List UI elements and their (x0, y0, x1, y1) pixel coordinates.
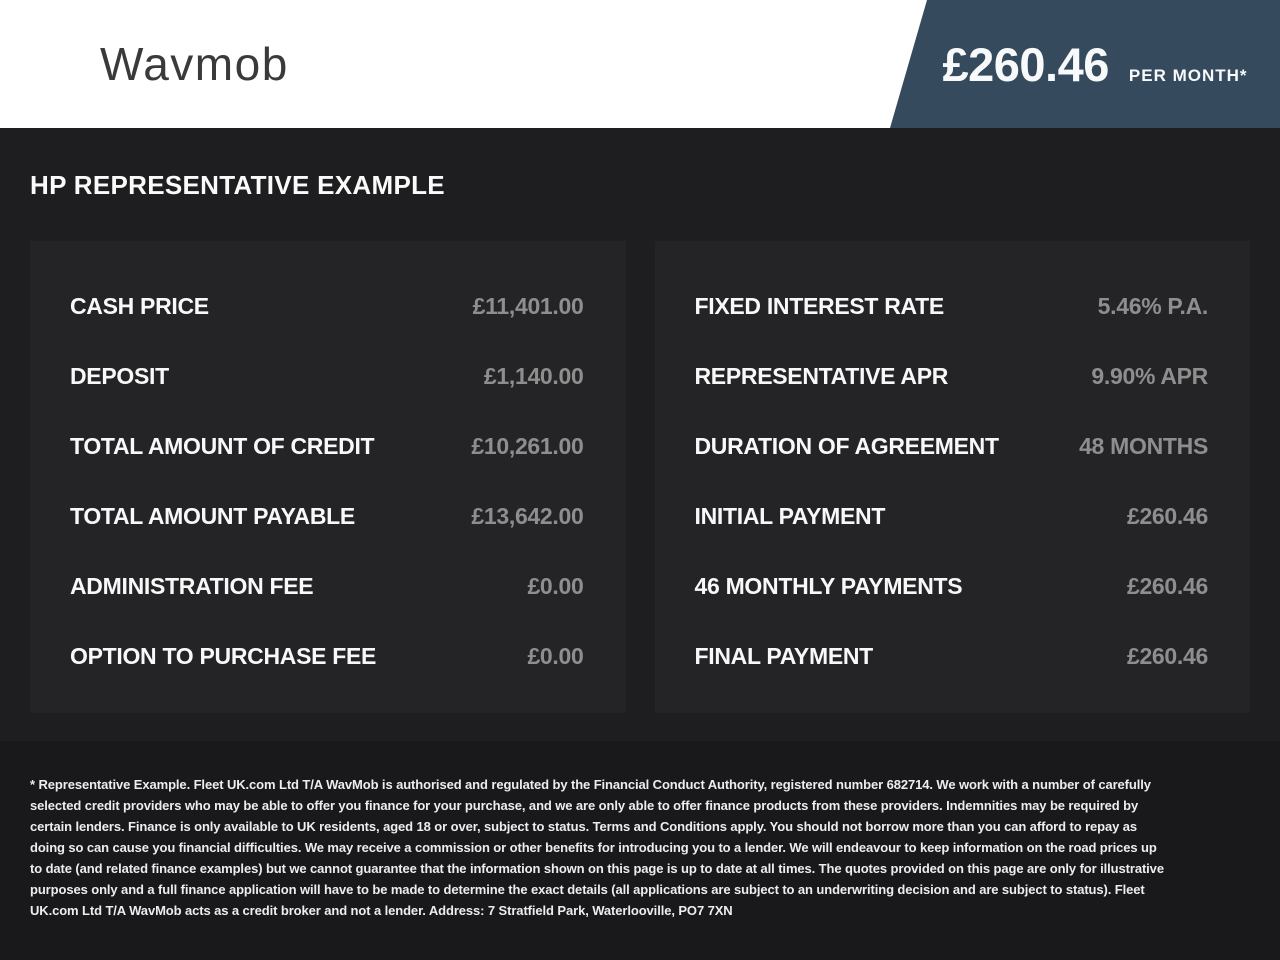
monthly-price-amount: £260.46 (942, 37, 1109, 91)
finance-value: £0.00 (527, 572, 584, 599)
monthly-price-banner: £260.46 PER MONTH* (890, 0, 1280, 128)
finance-row-deposit: DEPOSIT £1,140.00 (70, 341, 584, 411)
hp-example-section: HP REPRESENTATIVE EXAMPLE CASH PRICE £11… (0, 128, 1280, 741)
finance-value: £260.46 (1126, 572, 1208, 599)
finance-label: ADMINISTRATION FEE (70, 572, 314, 599)
finance-row-initial-payment: INITIAL PAYMENT £260.46 (695, 481, 1209, 551)
finance-value: £1,140.00 (483, 362, 584, 389)
finance-label: 46 MONTHLY PAYMENTS (694, 572, 963, 599)
finance-label: OPTION TO PURCHASE FEE (70, 642, 377, 669)
finance-value: 9.90% APR (1091, 362, 1208, 389)
finance-label: FINAL PAYMENT (694, 642, 874, 669)
finance-row-duration: DURATION OF AGREEMENT 48 MONTHS (695, 411, 1209, 481)
finance-label: CASH PRICE (70, 292, 209, 319)
finance-label: REPRESENTATIVE APR (694, 362, 949, 389)
finance-row-admin-fee: ADMINISTRATION FEE £0.00 (70, 551, 584, 621)
finance-row-final-payment: FINAL PAYMENT £260.46 (695, 621, 1209, 691)
finance-label: FIXED INTEREST RATE (694, 292, 945, 319)
disclaimer-text: * Representative Example. Fleet UK.com L… (30, 777, 1164, 918)
finance-row-total-payable: TOTAL AMOUNT PAYABLE £13,642.00 (70, 481, 584, 551)
finance-row-option-to-purchase-fee: OPTION TO PURCHASE FEE £0.00 (70, 621, 584, 691)
finance-label: TOTAL AMOUNT OF CREDIT (70, 432, 375, 459)
finance-label: TOTAL AMOUNT PAYABLE (70, 502, 355, 529)
finance-row-cash-price: CASH PRICE £11,401.00 (70, 271, 584, 341)
finance-value: £0.00 (527, 642, 584, 669)
finance-row-fixed-interest-rate: FIXED INTEREST RATE 5.46% P.A. (695, 271, 1209, 341)
finance-value: 5.46% P.A. (1097, 292, 1209, 319)
page-header: Wavmob £260.46 PER MONTH* (0, 0, 1280, 128)
finance-label: DEPOSIT (70, 362, 169, 389)
finance-value: 48 MONTHS (1079, 432, 1208, 459)
finance-value: £260.46 (1126, 642, 1208, 669)
disclaimer-section: * Representative Example. Fleet UK.com L… (0, 741, 1280, 960)
finance-value: £11,401.00 (472, 292, 584, 319)
left-finance-panel: CASH PRICE £11,401.00 DEPOSIT £1,140.00 … (30, 241, 626, 713)
finance-panels: CASH PRICE £11,401.00 DEPOSIT £1,140.00 … (30, 241, 1250, 713)
finance-label: INITIAL PAYMENT (694, 502, 886, 529)
finance-row-monthly-payments: 46 MONTHLY PAYMENTS £260.46 (695, 551, 1209, 621)
finance-value: £10,261.00 (471, 432, 584, 459)
section-title: HP REPRESENTATIVE EXAMPLE (30, 170, 445, 200)
right-finance-panel: FIXED INTEREST RATE 5.46% P.A. REPRESENT… (654, 241, 1250, 713)
brand-logo[interactable]: Wavmob (100, 38, 289, 90)
finance-row-total-credit: TOTAL AMOUNT OF CREDIT £10,261.00 (70, 411, 584, 481)
finance-value: £260.46 (1126, 502, 1208, 529)
finance-label: DURATION OF AGREEMENT (694, 432, 1000, 459)
monthly-price-group: £260.46 PER MONTH* (922, 37, 1247, 92)
finance-row-representative-apr: REPRESENTATIVE APR 9.90% APR (695, 341, 1209, 411)
per-month-label: PER MONTH* (1128, 65, 1248, 85)
finance-value: £13,642.00 (471, 502, 584, 529)
